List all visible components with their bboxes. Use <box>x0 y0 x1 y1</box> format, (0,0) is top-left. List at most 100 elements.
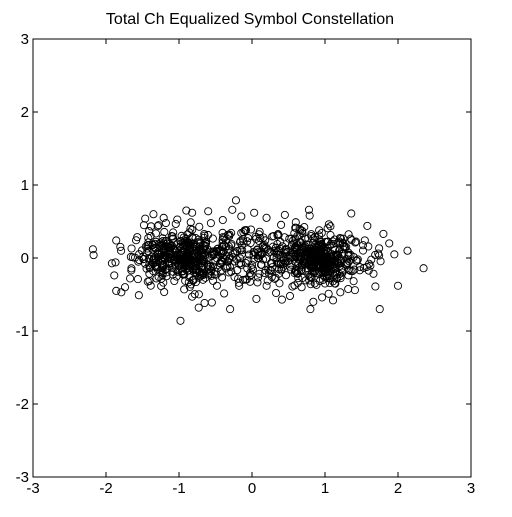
data-point-25 <box>190 290 199 299</box>
y-tick-label-6: 3 <box>21 31 29 48</box>
data-point-683 <box>310 279 319 288</box>
data-point-1022 <box>204 207 213 216</box>
data-point-925 <box>234 274 243 283</box>
data-point-1015 <box>167 232 176 241</box>
data-point-265 <box>107 259 116 268</box>
x-tick-label-5: 2 <box>394 480 402 497</box>
data-point-851 <box>223 262 232 271</box>
data-point-85 <box>132 236 141 245</box>
data-point-1010 <box>139 221 149 230</box>
data-point-737 <box>328 277 337 286</box>
data-point-1000 <box>88 245 97 254</box>
data-point-1051 <box>363 221 372 230</box>
data-point-1016 <box>169 228 178 237</box>
data-point-984 <box>273 230 283 239</box>
data-point-411 <box>161 218 170 228</box>
data-point-703 <box>331 279 340 288</box>
data-point-748 <box>336 234 346 243</box>
data-point-327 <box>160 227 169 237</box>
y-tick-label-2: -1 <box>16 323 29 340</box>
data-point-901 <box>296 266 305 275</box>
data-point-279 <box>180 285 189 294</box>
data-point-772 <box>316 238 325 247</box>
data-point-987 <box>237 212 246 221</box>
data-point-832 <box>304 259 313 268</box>
data-point-409 <box>167 242 176 251</box>
data-point-907 <box>241 226 250 235</box>
data-point-767 <box>362 262 371 271</box>
data-point-415 <box>201 250 210 259</box>
x-tick-label-0: -3 <box>26 480 39 497</box>
data-point-1024 <box>212 281 222 290</box>
data-point-295 <box>173 267 182 276</box>
data-point-958 <box>218 233 228 242</box>
data-point-1034 <box>272 288 281 298</box>
data-point-875 <box>238 246 247 255</box>
data-point-1054 <box>379 229 388 238</box>
data-point-105 <box>116 242 125 251</box>
data-point-1040 <box>304 205 313 214</box>
y-tick-label-0: -3 <box>16 469 29 486</box>
data-point-398 <box>169 234 178 243</box>
data-point-1039 <box>297 283 306 292</box>
data-point-1026 <box>226 305 235 314</box>
data-point-681 <box>280 249 289 258</box>
data-point-974 <box>238 275 248 284</box>
data-point-759 <box>274 269 283 278</box>
data-point-111 <box>173 215 182 224</box>
data-point-386 <box>154 272 163 281</box>
data-point-988 <box>260 244 269 253</box>
data-point-981 <box>223 257 232 266</box>
data-point-931 <box>243 245 252 254</box>
data-point-801 <box>359 241 368 250</box>
data-point-128 <box>146 231 155 240</box>
data-point-534 <box>360 236 369 245</box>
data-point-950 <box>249 250 258 259</box>
data-point-403 <box>179 254 188 263</box>
data-point-1004 <box>112 286 121 295</box>
data-point-815 <box>374 249 383 258</box>
data-point-318 <box>117 246 126 255</box>
data-point-563 <box>310 232 319 241</box>
data-point-1012 <box>149 210 158 219</box>
data-point-997 <box>261 266 270 275</box>
data-point-676 <box>338 249 347 259</box>
data-point-438 <box>261 254 271 263</box>
chart-title: Total Ch Equalized Symbol Constellation <box>106 11 394 28</box>
data-point-363 <box>128 253 137 262</box>
data-point-837 <box>315 241 324 250</box>
data-point-457 <box>359 246 368 255</box>
data-point-786 <box>335 261 344 270</box>
data-point-841 <box>289 249 298 258</box>
data-point-339 <box>165 253 174 262</box>
data-point-951 <box>188 264 197 273</box>
data-point-296 <box>200 230 209 239</box>
data-point-405 <box>195 250 204 259</box>
data-point-332 <box>137 246 146 255</box>
data-point-838 <box>318 252 327 261</box>
data-point-1029 <box>234 278 243 287</box>
data-point-969 <box>246 269 255 278</box>
data-point-545 <box>275 279 284 288</box>
data-point-382 <box>195 222 204 231</box>
data-point-921 <box>219 241 228 250</box>
y-tick-label-4: 1 <box>21 177 29 194</box>
data-point-976 <box>218 273 227 282</box>
data-point-965 <box>227 228 236 237</box>
x-tick-label-3: 0 <box>248 480 256 497</box>
data-point-1007 <box>127 244 136 253</box>
data-point-1006 <box>120 283 130 292</box>
data-point-232 <box>189 276 198 285</box>
data-point-1014 <box>159 213 168 222</box>
data-point-998 <box>272 249 281 258</box>
data-point-852 <box>330 245 340 255</box>
data-point-361 <box>151 229 160 238</box>
data-point-1025 <box>218 215 227 225</box>
data-point-301 <box>171 219 180 228</box>
data-point-215 <box>153 248 162 257</box>
data-point-911 <box>218 228 227 237</box>
data-point-936 <box>249 255 258 264</box>
data-point-986 <box>298 229 307 238</box>
data-point-725 <box>349 277 358 286</box>
